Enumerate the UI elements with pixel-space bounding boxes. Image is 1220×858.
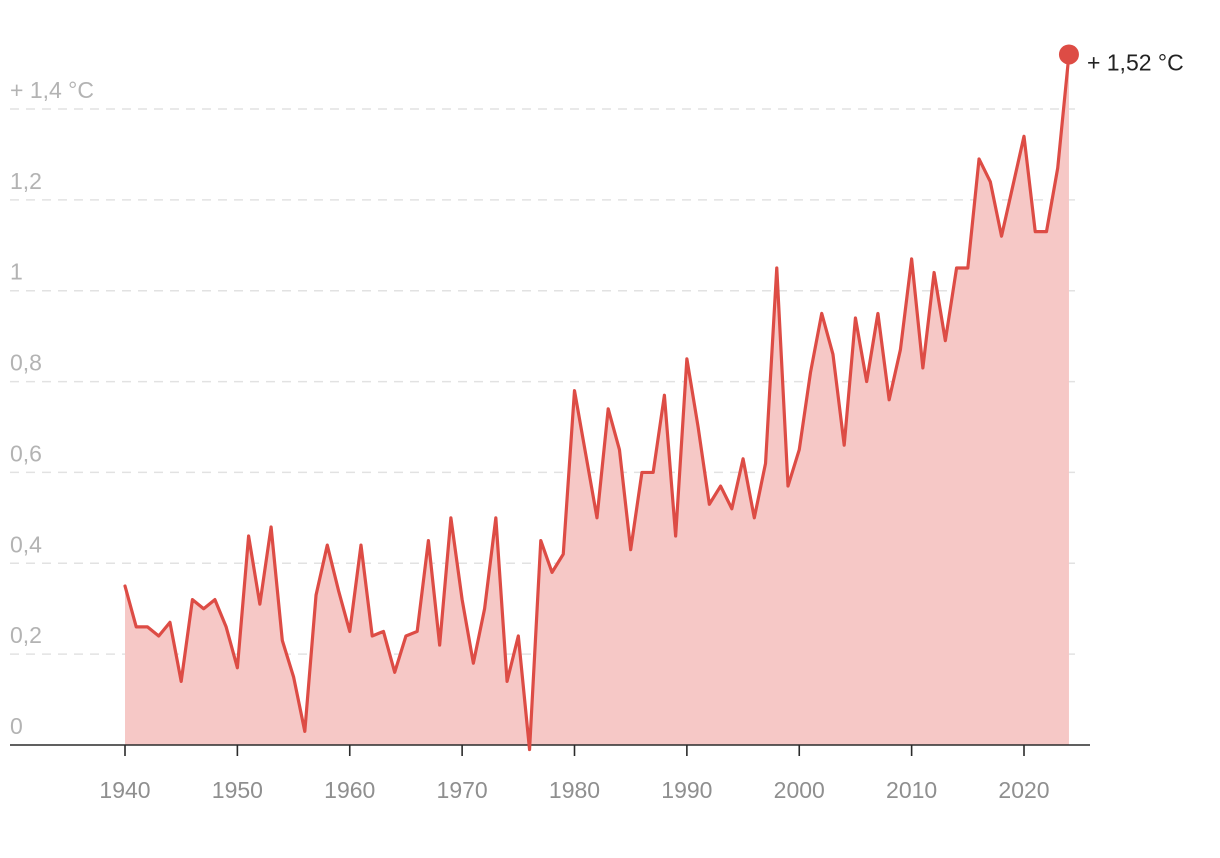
latest-value-label: + 1,52 °C xyxy=(1087,49,1184,75)
x-tick-label: 2010 xyxy=(886,777,937,803)
x-tick-label: 1970 xyxy=(437,777,488,803)
y-tick-label: + 1,4 °C xyxy=(10,77,94,103)
y-tick-label: 0 xyxy=(10,713,23,739)
x-tick-label: 1980 xyxy=(549,777,600,803)
y-tick-label: 0,6 xyxy=(10,440,42,466)
x-tick-label: 1990 xyxy=(661,777,712,803)
y-axis-tick-labels: 0 0,2 0,4 0,6 0,8 1 1,2 + 1,4 °C xyxy=(10,77,94,739)
y-tick-label: 0,8 xyxy=(10,350,42,376)
latest-value-marker xyxy=(1058,44,1079,65)
x-axis-ticks: 1940 1950 1960 1970 1980 1990 2000 2010 2020 xyxy=(99,745,1050,803)
y-tick-label: 0,2 xyxy=(10,622,42,648)
series-line xyxy=(123,52,1071,752)
x-tick-label: 2000 xyxy=(774,777,825,803)
y-tick-label: 1 xyxy=(10,259,23,285)
x-tick-label: 2020 xyxy=(998,777,1049,803)
x-tick-label: 1940 xyxy=(99,777,150,803)
x-tick-label: 1950 xyxy=(212,777,263,803)
y-tick-label: 1,2 xyxy=(10,168,42,194)
x-tick-label: 1960 xyxy=(324,777,375,803)
y-tick-label: 0,4 xyxy=(10,531,42,557)
series-area-fill xyxy=(125,54,1069,750)
